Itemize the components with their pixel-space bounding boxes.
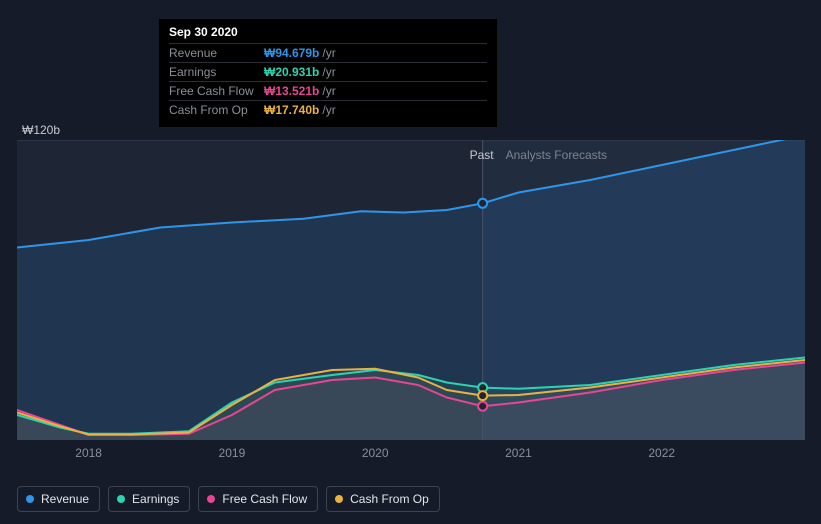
legend-label: Cash From Op xyxy=(350,492,429,506)
tooltip-row: Free Cash Flow₩13.521b/yr xyxy=(169,81,487,100)
x-axis-label: 2021 xyxy=(505,446,532,460)
tooltip-row-label: Earnings xyxy=(169,65,264,79)
tooltip-row-label: Free Cash Flow xyxy=(169,84,264,98)
tooltip-title: Sep 30 2020 xyxy=(169,25,487,39)
x-axis-labels: 2018 2019 2020 2021 2022 xyxy=(17,446,805,466)
plot-area[interactable] xyxy=(17,140,805,440)
tooltip-row-unit: /yr xyxy=(322,84,335,98)
legend-item-earnings[interactable]: Earnings xyxy=(108,486,190,512)
x-axis-label: 2022 xyxy=(648,446,675,460)
tooltip-row-unit: /yr xyxy=(322,65,335,79)
legend-dot xyxy=(26,495,34,503)
y-axis-label-max: ₩120b xyxy=(22,123,60,137)
financials-chart: ₩120b ₩0 Past Analysts Forecasts 2018201… xyxy=(17,0,805,524)
tooltip-row: Cash From Op₩17.740b/yr xyxy=(169,100,487,119)
x-axis-label: 2019 xyxy=(219,446,246,460)
legend-item-free-cash-flow[interactable]: Free Cash Flow xyxy=(198,486,318,512)
legend-item-revenue[interactable]: Revenue xyxy=(17,486,100,512)
legend-item-cash-from-op[interactable]: Cash From Op xyxy=(326,486,440,512)
tooltip-row-label: Revenue xyxy=(169,46,264,60)
tooltip-row-value: ₩94.679b xyxy=(264,46,319,60)
tooltip-row: Earnings₩20.931b/yr xyxy=(169,62,487,81)
tooltip-row-unit: /yr xyxy=(322,103,335,117)
x-axis-label: 2020 xyxy=(362,446,389,460)
tooltip-row-unit: /yr xyxy=(322,46,335,60)
legend-label: Revenue xyxy=(41,492,89,506)
tooltip-row-value: ₩17.740b xyxy=(264,103,319,117)
chart-tooltip: Sep 30 2020 Revenue₩94.679b/yrEarnings₩2… xyxy=(159,19,497,127)
legend-dot xyxy=(117,495,125,503)
legend-label: Free Cash Flow xyxy=(222,492,307,506)
divider-past-label: Past xyxy=(470,148,494,162)
x-axis-label: 2018 xyxy=(75,446,102,460)
legend-dot xyxy=(335,495,343,503)
legend-label: Earnings xyxy=(132,492,179,506)
tooltip-row: Revenue₩94.679b/yr xyxy=(169,43,487,62)
chart-legend: Revenue Earnings Free Cash Flow Cash From O… xyxy=(17,486,440,512)
tooltip-row-value: ₩20.931b xyxy=(264,65,319,79)
tooltip-row-label: Cash From Op xyxy=(169,103,264,117)
legend-dot xyxy=(207,495,215,503)
tooltip-row-value: ₩13.521b xyxy=(264,84,319,98)
divider-forecast-label: Analysts Forecasts xyxy=(506,148,607,162)
